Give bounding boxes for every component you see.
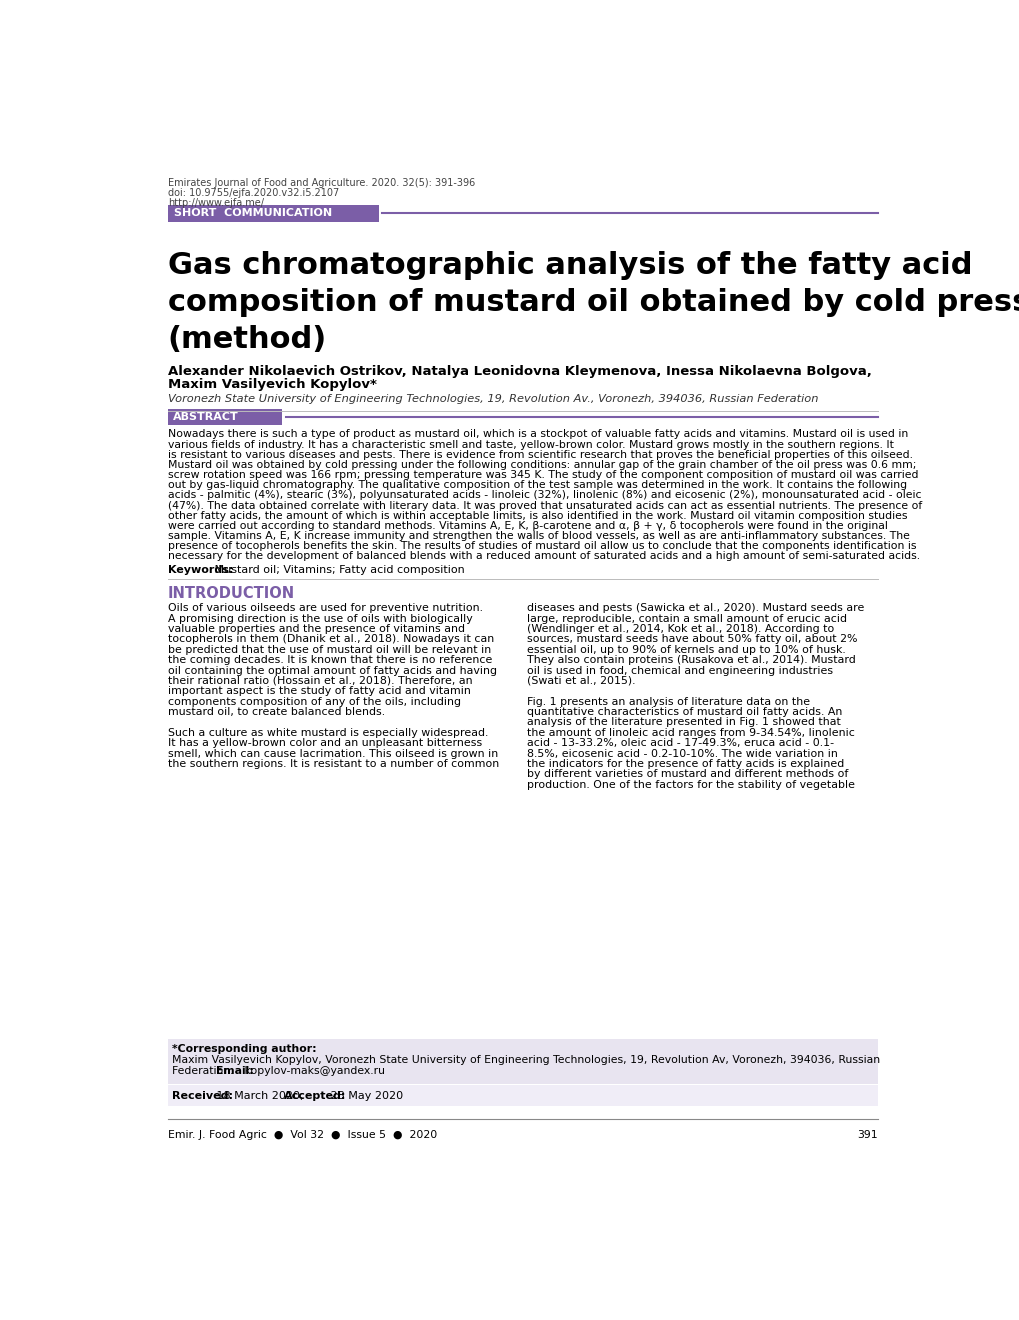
Text: tocopherols in them (Dhanik et al., 2018). Nowadays it can: tocopherols in them (Dhanik et al., 2018… bbox=[168, 635, 493, 644]
Text: mustard oil, to create balanced blends.: mustard oil, to create balanced blends. bbox=[168, 708, 384, 717]
Text: Emir. J. Food Agric  ●  Vol 32  ●  Issue 5  ●  2020: Emir. J. Food Agric ● Vol 32 ● Issue 5 ●… bbox=[168, 1130, 436, 1140]
Text: *Corresponding author:: *Corresponding author: bbox=[171, 1044, 316, 1053]
Text: various fields of industry. It has a characteristic smell and taste, yellow-brow: various fields of industry. It has a cha… bbox=[168, 440, 893, 450]
Text: by different varieties of mustard and different methods of: by different varieties of mustard and di… bbox=[527, 770, 848, 780]
Text: the southern regions. It is resistant to a number of common: the southern regions. It is resistant to… bbox=[168, 759, 498, 770]
Text: Oils of various oilseeds are used for preventive nutrition.: Oils of various oilseeds are used for pr… bbox=[168, 603, 482, 614]
Text: be predicted that the use of mustard oil will be relevant in: be predicted that the use of mustard oil… bbox=[168, 644, 490, 655]
Text: Mustard oil; Vitamins; Fatty acid composition: Mustard oil; Vitamins; Fatty acid compos… bbox=[211, 565, 465, 574]
Text: Received:: Received: bbox=[171, 1090, 232, 1101]
FancyBboxPatch shape bbox=[168, 409, 282, 425]
Text: 391: 391 bbox=[856, 1130, 876, 1140]
Text: Federation.: Federation. bbox=[171, 1067, 236, 1076]
Text: components composition of any of the oils, including: components composition of any of the oil… bbox=[168, 697, 461, 706]
Text: (method): (method) bbox=[168, 325, 327, 354]
Text: Voronezh State University of Engineering Technologies, 19, Revolution Av., Voron: Voronezh State University of Engineering… bbox=[168, 395, 817, 404]
Text: oil containing the optimal amount of fatty acids and having: oil containing the optimal amount of fat… bbox=[168, 665, 496, 676]
Text: 8.5%, eicosenic acid - 0.2-10-10%. The wide variation in: 8.5%, eicosenic acid - 0.2-10-10%. The w… bbox=[527, 748, 838, 759]
Text: diseases and pests (Sawicka et al., 2020). Mustard seeds are: diseases and pests (Sawicka et al., 2020… bbox=[527, 603, 864, 614]
Text: screw rotation speed was 166 rpm; pressing temperature was 345 K. The study of t: screw rotation speed was 166 rpm; pressi… bbox=[168, 470, 917, 480]
Text: is resistant to various diseases and pests. There is evidence from scientific re: is resistant to various diseases and pes… bbox=[168, 450, 912, 459]
Text: Alexander Nikolaevich Ostrikov, Natalya Leonidovna Kleymenova, Inessa Nikolaevna: Alexander Nikolaevich Ostrikov, Natalya … bbox=[168, 364, 871, 378]
Text: out by gas-liquid chromatography. The qualitative composition of the test sample: out by gas-liquid chromatography. The qu… bbox=[168, 480, 906, 490]
Text: oil is used in food, chemical and engineering industries: oil is used in food, chemical and engine… bbox=[527, 665, 833, 676]
Text: Accepted:: Accepted: bbox=[283, 1090, 346, 1101]
Text: http://www.ejfa.me/: http://www.ejfa.me/ bbox=[168, 198, 264, 207]
Text: It has a yellow-brown color and an unpleasant bitterness: It has a yellow-brown color and an unple… bbox=[168, 738, 482, 748]
Text: were carried out according to standard methods. Vitamins A, E, K, β-carotene and: were carried out according to standard m… bbox=[168, 521, 887, 531]
Text: Mustard oil was obtained by cold pressing under the following conditions: annula: Mustard oil was obtained by cold pressin… bbox=[168, 459, 915, 470]
FancyBboxPatch shape bbox=[168, 1039, 876, 1084]
Text: large, reproducible, contain a small amount of erucic acid: large, reproducible, contain a small amo… bbox=[527, 614, 847, 623]
Text: essential oil, up to 90% of kernels and up to 10% of husk.: essential oil, up to 90% of kernels and … bbox=[527, 644, 846, 655]
Text: important aspect is the study of fatty acid and vitamin: important aspect is the study of fatty a… bbox=[168, 686, 470, 697]
Text: Emirates Journal of Food and Agriculture. 2020. 32(5): 391-396: Emirates Journal of Food and Agriculture… bbox=[168, 178, 475, 187]
Text: (Wendlinger et al., 2014, Kok et al., 2018). According to: (Wendlinger et al., 2014, Kok et al., 20… bbox=[527, 624, 834, 634]
Text: the indicators for the presence of fatty acids is explained: the indicators for the presence of fatty… bbox=[527, 759, 844, 770]
Text: 18 March 2020;: 18 March 2020; bbox=[213, 1090, 303, 1101]
Text: presence of tocopherols benefits the skin. The results of studies of mustard oil: presence of tocopherols benefits the ski… bbox=[168, 541, 915, 552]
Text: quantitative characteristics of mustard oil fatty acids. An: quantitative characteristics of mustard … bbox=[527, 708, 842, 717]
Text: kopylov-maks@yandex.ru: kopylov-maks@yandex.ru bbox=[242, 1067, 385, 1076]
Text: smell, which can cause lacrimation. This oilseed is grown in: smell, which can cause lacrimation. This… bbox=[168, 748, 497, 759]
Text: (47%). The data obtained correlate with literary data. It was proved that unsatu: (47%). The data obtained correlate with … bbox=[168, 500, 921, 511]
Text: necessary for the development of balanced blends with a reduced amount of satura: necessary for the development of balance… bbox=[168, 552, 919, 561]
Text: Gas chromatographic analysis of the fatty acid: Gas chromatographic analysis of the fatt… bbox=[168, 251, 971, 280]
Text: Keywords:: Keywords: bbox=[168, 565, 233, 574]
Text: their rational ratio (Hossain et al., 2018). Therefore, an: their rational ratio (Hossain et al., 20… bbox=[168, 676, 472, 686]
Text: valuable properties and the presence of vitamins and: valuable properties and the presence of … bbox=[168, 624, 465, 634]
Text: 28 May 2020: 28 May 2020 bbox=[326, 1090, 403, 1101]
Text: INTRODUCTION: INTRODUCTION bbox=[168, 586, 294, 601]
Text: Nowadays there is such a type of product as mustard oil, which is a stockpot of : Nowadays there is such a type of product… bbox=[168, 429, 907, 440]
Text: acids - palmitic (4%), stearic (3%), polyunsaturated acids - linoleic (32%), lin: acids - palmitic (4%), stearic (3%), pol… bbox=[168, 491, 920, 500]
Text: acid - 13-33.2%, oleic acid - 17-49.3%, eruca acid - 0.1-: acid - 13-33.2%, oleic acid - 17-49.3%, … bbox=[527, 738, 834, 748]
Text: Email:: Email: bbox=[216, 1067, 254, 1076]
Text: Maxim Vasilyevich Kopylov*: Maxim Vasilyevich Kopylov* bbox=[168, 378, 376, 391]
Text: ABSTRACT: ABSTRACT bbox=[173, 412, 238, 421]
Text: They also contain proteins (Rusakova et al., 2014). Mustard: They also contain proteins (Rusakova et … bbox=[527, 655, 855, 665]
Text: the coming decades. It is known that there is no reference: the coming decades. It is known that the… bbox=[168, 655, 492, 665]
Text: Fig. 1 presents an analysis of literature data on the: Fig. 1 presents an analysis of literatur… bbox=[527, 697, 810, 706]
Text: Such a culture as white mustard is especially widespread.: Such a culture as white mustard is espec… bbox=[168, 727, 488, 738]
Text: analysis of the literature presented in Fig. 1 showed that: analysis of the literature presented in … bbox=[527, 718, 841, 727]
Text: A promising direction is the use of oils with biologically: A promising direction is the use of oils… bbox=[168, 614, 472, 623]
Text: (Swati et al., 2015).: (Swati et al., 2015). bbox=[527, 676, 635, 686]
FancyBboxPatch shape bbox=[168, 205, 378, 222]
Text: the amount of linoleic acid ranges from 9-34.54%, linolenic: the amount of linoleic acid ranges from … bbox=[527, 727, 855, 738]
Text: Maxim Vasilyevich Kopylov, Voronezh State University of Engineering Technologies: Maxim Vasilyevich Kopylov, Voronezh Stat… bbox=[171, 1056, 879, 1065]
Text: SHORT  COMMUNICATION: SHORT COMMUNICATION bbox=[174, 209, 332, 218]
Text: sources, mustard seeds have about 50% fatty oil, about 2%: sources, mustard seeds have about 50% fa… bbox=[527, 635, 857, 644]
Text: production. One of the factors for the stability of vegetable: production. One of the factors for the s… bbox=[527, 780, 855, 789]
Text: doi: 10.9755/ejfa.2020.v32.i5.2107: doi: 10.9755/ejfa.2020.v32.i5.2107 bbox=[168, 187, 338, 198]
Text: other fatty acids, the amount of which is within acceptable limits, is also iden: other fatty acids, the amount of which i… bbox=[168, 511, 907, 521]
FancyBboxPatch shape bbox=[168, 1085, 876, 1106]
Text: sample. Vitamins A, E, K increase immunity and strengthen the walls of blood ves: sample. Vitamins A, E, K increase immuni… bbox=[168, 531, 909, 541]
Text: composition of mustard oil obtained by cold pressing: composition of mustard oil obtained by c… bbox=[168, 288, 1019, 317]
